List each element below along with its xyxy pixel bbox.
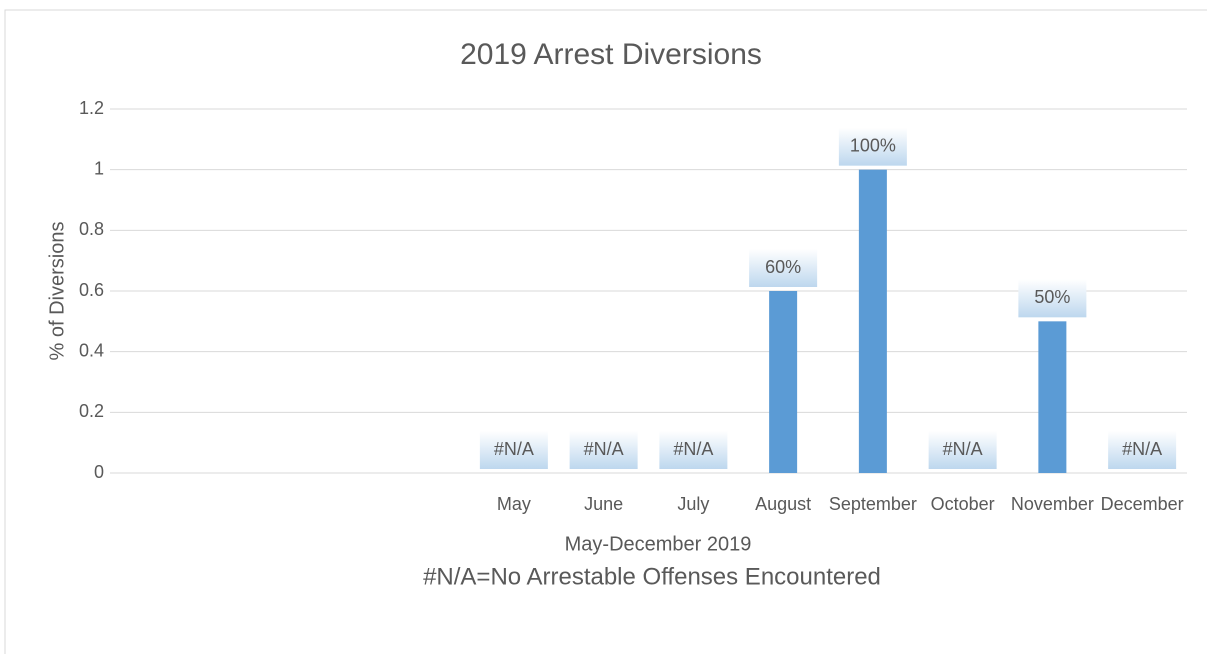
chart-border: [4, 9, 1207, 654]
x-tick-label: December: [1101, 494, 1184, 514]
data-label: #N/A: [673, 439, 713, 459]
data-label: 50%: [1034, 287, 1070, 307]
data-label: #N/A: [1122, 439, 1162, 459]
x-tick-label: September: [829, 494, 917, 514]
y-axis-label: % of Diversions: [46, 222, 68, 361]
chart-title: 2019 Arrest Diversions: [460, 38, 762, 71]
data-label: #N/A: [584, 439, 624, 459]
bar: [1038, 321, 1067, 473]
data-label-box: [1018, 279, 1087, 318]
bar: [858, 169, 887, 473]
x-axis-label: May-December 2019: [565, 533, 752, 555]
annotation: #N/A=No Arrestable Offenses Encountered: [423, 563, 881, 590]
data-label: #N/A: [943, 439, 983, 459]
data-label: 60%: [765, 257, 801, 277]
data-label-box: [479, 431, 548, 469]
y-tick-label: 1: [94, 158, 104, 178]
y-tick-label: 0.6: [79, 280, 104, 300]
x-tick-label: July: [677, 494, 709, 514]
y-tick-label: 0.2: [79, 401, 104, 421]
x-tick-label: November: [1011, 494, 1094, 514]
x-tick-label: August: [755, 494, 811, 514]
bar: [769, 291, 798, 473]
data-label-box: [659, 431, 728, 469]
data-label-box: [928, 431, 997, 469]
data-label-box: [838, 127, 907, 166]
data-label-box: [1108, 431, 1177, 469]
x-tick-label: June: [584, 494, 623, 514]
y-tick-label: 0: [94, 462, 104, 482]
y-tick-label: 0.4: [79, 340, 104, 360]
data-label-box: [569, 431, 638, 469]
data-label: #N/A: [494, 439, 534, 459]
x-tick-label: October: [931, 494, 995, 514]
y-tick-label: 1.2: [79, 98, 104, 118]
y-tick-label: 0.8: [79, 219, 104, 239]
data-label-box: [749, 249, 818, 287]
data-label: 100%: [850, 135, 896, 155]
x-tick-label: May: [497, 494, 531, 514]
